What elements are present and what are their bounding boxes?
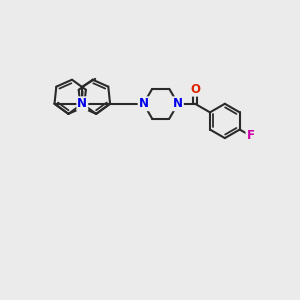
- Text: N: N: [139, 97, 148, 110]
- Text: N: N: [173, 97, 183, 110]
- Text: F: F: [246, 129, 254, 142]
- Text: O: O: [190, 83, 200, 96]
- Text: N: N: [77, 97, 87, 110]
